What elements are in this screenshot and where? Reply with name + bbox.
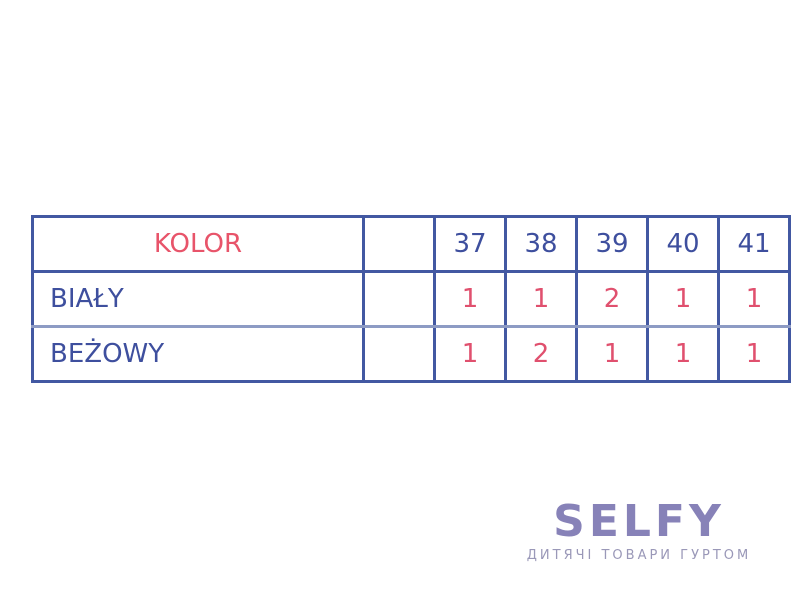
row-label: BIAŁY xyxy=(31,270,365,328)
row-blank xyxy=(362,325,436,383)
selfy-logo: SELFY ДИТЯЧІ ТОВАРИ ГУРТОМ xyxy=(514,496,764,564)
size-color-table: KOLOR 37 38 39 40 41 BIAŁY 1 1 2 1 1 BEŻ… xyxy=(31,215,791,383)
header-blank xyxy=(362,215,436,273)
logo-name: SELFY xyxy=(553,496,725,547)
table-row: BIAŁY 1 1 2 1 1 xyxy=(31,270,791,328)
cell-value: 1 xyxy=(646,270,720,328)
row-blank xyxy=(362,270,436,328)
cell-value: 1 xyxy=(717,270,791,328)
cell-value: 1 xyxy=(575,325,649,383)
logo-tagline: ДИТЯЧІ ТОВАРИ ГУРТОМ xyxy=(526,548,752,563)
header-size: 38 xyxy=(504,215,578,273)
table-header-row: KOLOR 37 38 39 40 41 xyxy=(31,215,791,273)
cell-value: 2 xyxy=(504,325,578,383)
header-kolor: KOLOR xyxy=(31,215,365,273)
header-size: 39 xyxy=(575,215,649,273)
table-row: BEŻOWY 1 2 1 1 1 xyxy=(31,325,791,383)
cell-value: 1 xyxy=(646,325,720,383)
cell-value: 2 xyxy=(575,270,649,328)
cell-value: 1 xyxy=(504,270,578,328)
header-size: 41 xyxy=(717,215,791,273)
cell-value: 1 xyxy=(717,325,791,383)
header-size: 37 xyxy=(433,215,507,273)
cell-value: 1 xyxy=(433,325,507,383)
header-size: 40 xyxy=(646,215,720,273)
cell-value: 1 xyxy=(433,270,507,328)
row-label: BEŻOWY xyxy=(31,325,365,383)
